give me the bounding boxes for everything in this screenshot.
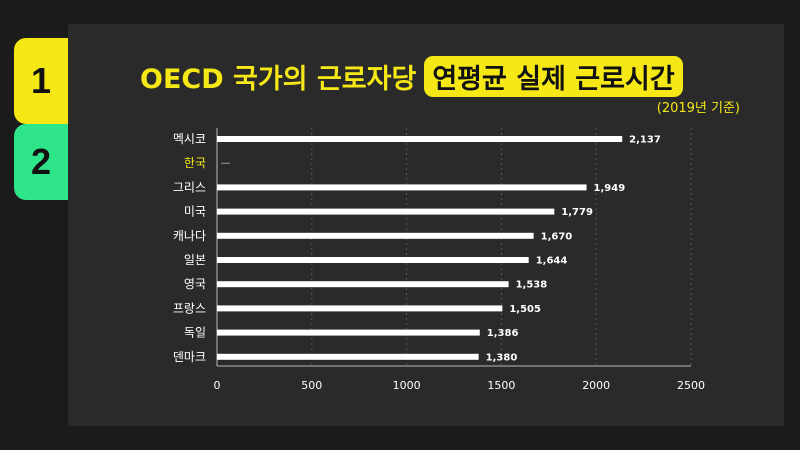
category-label: 캐나다 — [173, 229, 206, 243]
value-label: 1,779 — [561, 207, 593, 218]
value-label: 1,380 — [486, 352, 518, 363]
value-label: 1,670 — [541, 231, 573, 242]
bar — [217, 305, 503, 312]
bar — [217, 329, 480, 336]
value-label: 1,949 — [594, 183, 626, 194]
bar — [217, 257, 529, 263]
category-label: 일본 — [184, 253, 206, 267]
x-tick-label: 1000 — [393, 379, 421, 392]
bar — [217, 184, 587, 191]
x-tick-label: 2500 — [677, 379, 705, 392]
category-label: 그리스 — [173, 180, 206, 194]
value-label: 1,644 — [536, 256, 568, 267]
chart-subtitle: (2019년 기준) — [656, 101, 740, 116]
x-tick-label: 500 — [301, 379, 322, 392]
category-label: 멕시코 — [173, 132, 206, 146]
bar — [217, 353, 479, 360]
tab-1[interactable]: 1 — [14, 38, 68, 124]
x-tick-label: 1500 — [487, 379, 515, 392]
bar — [217, 232, 534, 239]
tab-2[interactable]: 2 — [14, 124, 68, 200]
category-label: 프랑스 — [173, 301, 206, 315]
value-label: 2,137 — [629, 135, 661, 146]
bar — [217, 136, 623, 142]
category-label: 덴마크 — [173, 350, 206, 364]
bar — [217, 208, 555, 215]
value-label: 1,538 — [516, 280, 548, 291]
chart-title-part1: OECD 국가의 근로자당 — [140, 63, 417, 95]
x-tick-label: 2000 — [582, 379, 610, 392]
chart-title: OECD 국가의 근로자당 연평균 실제 근로시간 — [140, 54, 683, 98]
category-label: 미국 — [184, 205, 206, 219]
category-label: 한국 — [184, 156, 206, 170]
category-label: 독일 — [184, 326, 206, 340]
category-label: 영국 — [184, 277, 206, 291]
value-label: 1,505 — [509, 304, 541, 315]
x-tick-label: 0 — [214, 379, 221, 392]
chart-title-highlight: 연평균 실제 근로시간 — [424, 55, 683, 97]
bar — [217, 281, 509, 288]
value-label: 1,386 — [487, 328, 519, 339]
